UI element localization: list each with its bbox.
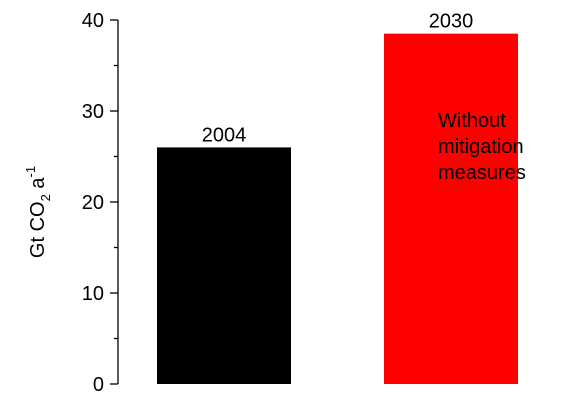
y-ticks: 0 10 20 30 40: [82, 10, 118, 393]
y-axis-label: Gt CO2 a-1: [23, 166, 53, 258]
y-tick-label-40: 40: [82, 10, 104, 32]
annotation-text: Without mitigation measures: [438, 110, 529, 184]
bar-label-2004: 2004: [202, 124, 247, 146]
bar-2004: [157, 147, 291, 384]
bar-label-2030: 2030: [429, 11, 474, 33]
y-tick-label-30: 30: [82, 101, 104, 123]
bar-2030: [384, 33, 518, 385]
bars: [157, 33, 518, 385]
bar-labels: 2004 2030: [202, 11, 474, 147]
y-tick-label-0: 0: [93, 374, 104, 393]
y-tick-label-20: 20: [82, 192, 104, 214]
y-tick-label-10: 10: [82, 283, 104, 305]
